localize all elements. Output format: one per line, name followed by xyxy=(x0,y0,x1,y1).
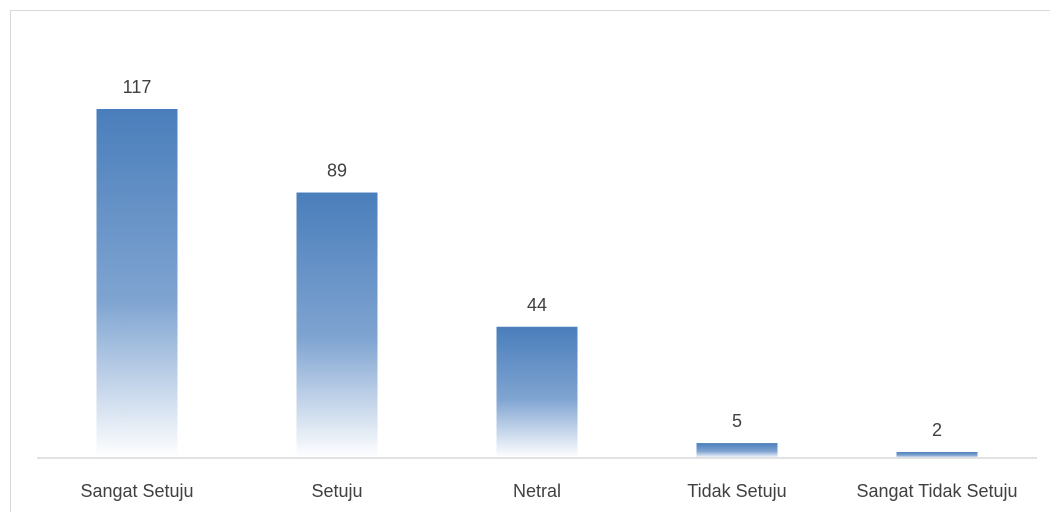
data-label-4: 2 xyxy=(932,420,942,440)
category-label-3: Tidak Setuju xyxy=(687,481,786,501)
data-label-0: 117 xyxy=(123,77,152,97)
data-label-1: 89 xyxy=(327,161,347,181)
bars-layer xyxy=(96,109,978,458)
category-labels-layer: Sangat Setuju Setuju Netral Tidak Setuju San… xyxy=(80,481,1017,501)
bar-0 xyxy=(96,109,178,458)
bar-4 xyxy=(896,452,978,458)
data-label-3: 5 xyxy=(732,411,742,431)
category-label-1: Setuju xyxy=(311,481,362,501)
bar-2 xyxy=(496,326,578,458)
bar-1 xyxy=(296,192,378,458)
category-label-4: Sangat Tidak Setuju xyxy=(856,481,1017,501)
data-labels-layer: 117 89 44 5 2 xyxy=(123,77,942,440)
category-label-2: Netral xyxy=(513,481,561,501)
category-label-0: Sangat Setuju xyxy=(80,481,193,501)
data-label-2: 44 xyxy=(527,295,547,315)
bar-3 xyxy=(696,443,778,458)
